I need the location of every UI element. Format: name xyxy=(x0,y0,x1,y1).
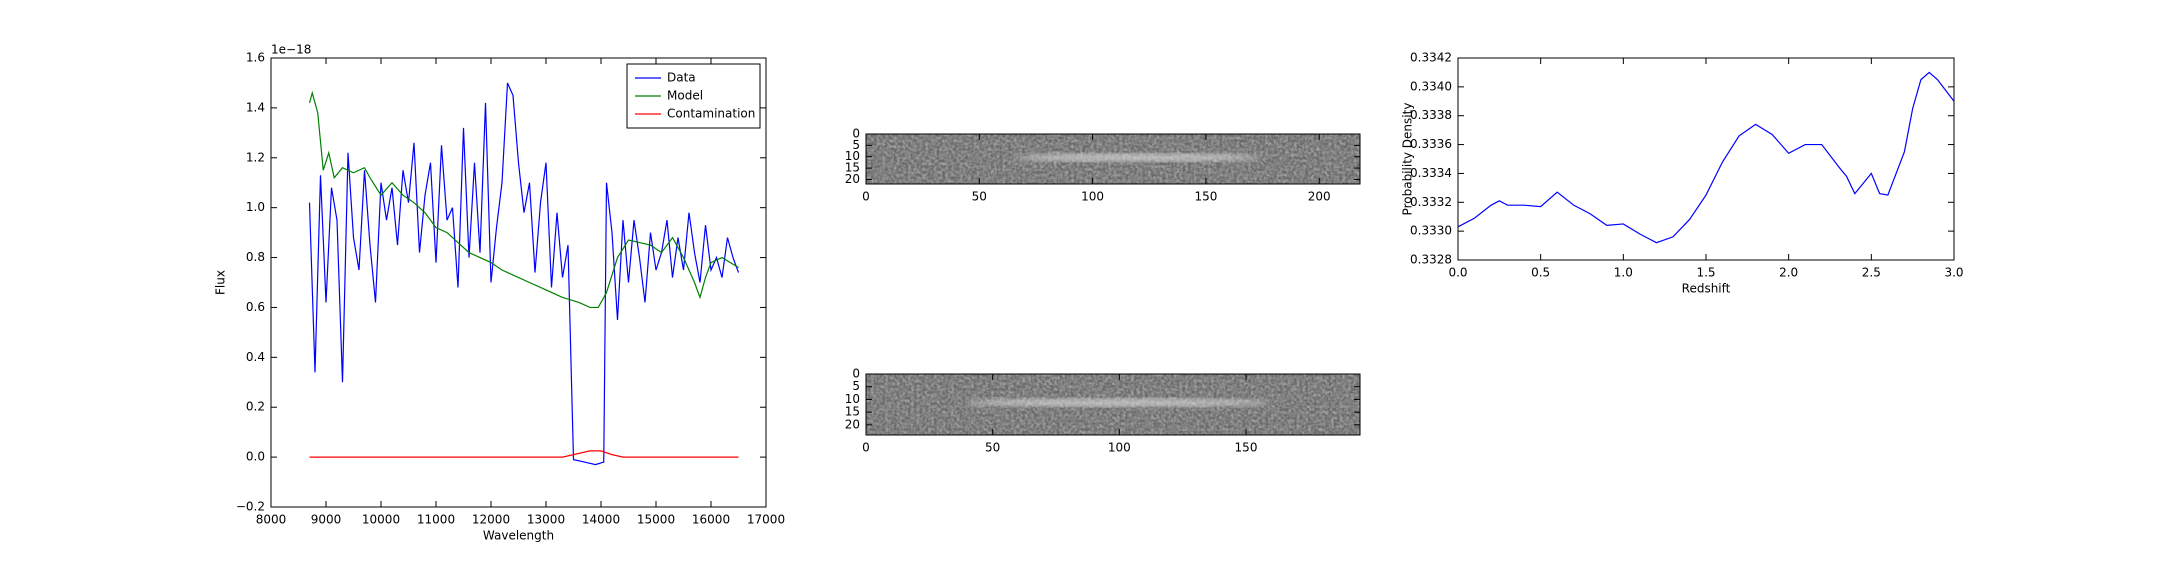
x-tick-label: 13000 xyxy=(527,513,565,527)
y-tick-label: 0.3332 xyxy=(1410,195,1452,209)
x-tick-label: 8000 xyxy=(256,513,287,527)
y-tick-label: 0.2 xyxy=(246,400,265,414)
x-tick-label: 17000 xyxy=(747,513,785,527)
x-tick-label: 100 xyxy=(1108,441,1131,455)
y-tick-label: 20 xyxy=(845,417,860,431)
x-tick-label: 9000 xyxy=(311,513,342,527)
axes-frame xyxy=(865,373,1361,436)
x-tick-label: 11000 xyxy=(417,513,455,527)
y-tick-label: 5 xyxy=(852,379,860,393)
x-tick-label: 150 xyxy=(1194,190,1217,204)
y-tick-label: 15 xyxy=(845,405,860,419)
y-tick-label: 0.3342 xyxy=(1410,51,1452,65)
x-tick-label: 1.5 xyxy=(1696,266,1715,280)
y-tick-label: 5 xyxy=(852,138,860,152)
x-tick-label: 0.0 xyxy=(1448,266,1467,280)
y-tick-label: 10 xyxy=(845,149,860,163)
x-tick-label: 2.0 xyxy=(1779,266,1798,280)
y-tick-label: 0.3340 xyxy=(1410,79,1452,93)
spectrum-trace xyxy=(1014,153,1262,162)
y-tick-label: 0.3338 xyxy=(1410,108,1452,122)
x-tick-label: 200 xyxy=(1308,190,1331,204)
line-series xyxy=(308,90,739,309)
y-tick-label: 15 xyxy=(845,161,860,175)
y-tick-label: 1.6 xyxy=(246,51,265,65)
y-tick-label: 0.4 xyxy=(246,350,265,364)
y-tick-label: 10 xyxy=(845,392,860,406)
x-tick-label: 10000 xyxy=(362,513,400,527)
spectrum-trace xyxy=(964,398,1272,407)
x-tick-label: 150 xyxy=(1235,441,1258,455)
y-tick-label: 0.3336 xyxy=(1410,137,1452,151)
y-offset-label: 1e−18 xyxy=(271,43,311,57)
y-tick-label: 0.3330 xyxy=(1410,224,1452,238)
legend-box xyxy=(626,63,761,129)
y-tick-label: 1.2 xyxy=(246,150,265,164)
x-tick-label: 0 xyxy=(862,441,870,455)
legend-label: Contamination xyxy=(667,107,755,121)
x-tick-label: 0.5 xyxy=(1531,266,1550,280)
panel: 0.0 0.5 1.0 1.5 2.0 2.5 3.0 0.3328 0.3330 0.3332 0… xyxy=(1401,51,1964,296)
y-axis-label: Probability Density xyxy=(1401,103,1415,216)
x-tick-label: 12000 xyxy=(472,513,510,527)
y-tick-label: 1.0 xyxy=(246,200,265,214)
x-axis-label: Wavelength xyxy=(483,529,554,543)
line-series xyxy=(309,450,739,458)
y-tick-label: 0.6 xyxy=(246,300,265,314)
x-tick-label: 14000 xyxy=(582,513,620,527)
y-tick-label: 0 xyxy=(852,367,860,381)
legend-label: Data xyxy=(667,71,696,85)
y-tick-label: 0.3328 xyxy=(1410,253,1452,267)
panel: 8000 9000 10000 11000 12000 13000 14000 15000 16… xyxy=(214,43,786,543)
x-tick-label: 15000 xyxy=(637,513,675,527)
x-tick-label: 2.5 xyxy=(1862,266,1881,280)
y-axis-label: Flux xyxy=(214,270,228,295)
y-tick-label: 20 xyxy=(845,172,860,186)
x-tick-label: 0 xyxy=(862,190,870,204)
y-tick-label: −0.2 xyxy=(236,500,265,514)
axes-frame xyxy=(1457,57,1955,261)
x-tick-label: 100 xyxy=(1081,190,1104,204)
line-series xyxy=(308,82,740,466)
legend-label: Model xyxy=(667,89,703,103)
x-tick-label: 50 xyxy=(972,190,987,204)
axes-frame xyxy=(865,133,1361,185)
axes-frame xyxy=(270,57,767,508)
y-tick-label: 0.8 xyxy=(246,250,265,264)
x-tick-label: 3.0 xyxy=(1944,266,1963,280)
y-tick-label: 0.0 xyxy=(246,450,265,464)
x-axis-label: Redshift xyxy=(1682,282,1731,296)
x-tick-label: 16000 xyxy=(692,513,730,527)
x-tick-label: 1.0 xyxy=(1614,266,1633,280)
y-tick-label: 1.4 xyxy=(246,100,265,114)
y-tick-label: 0 xyxy=(852,127,860,141)
line-series xyxy=(1457,71,1955,244)
x-tick-label: 50 xyxy=(985,441,1000,455)
y-tick-label: 0.3334 xyxy=(1410,166,1452,180)
